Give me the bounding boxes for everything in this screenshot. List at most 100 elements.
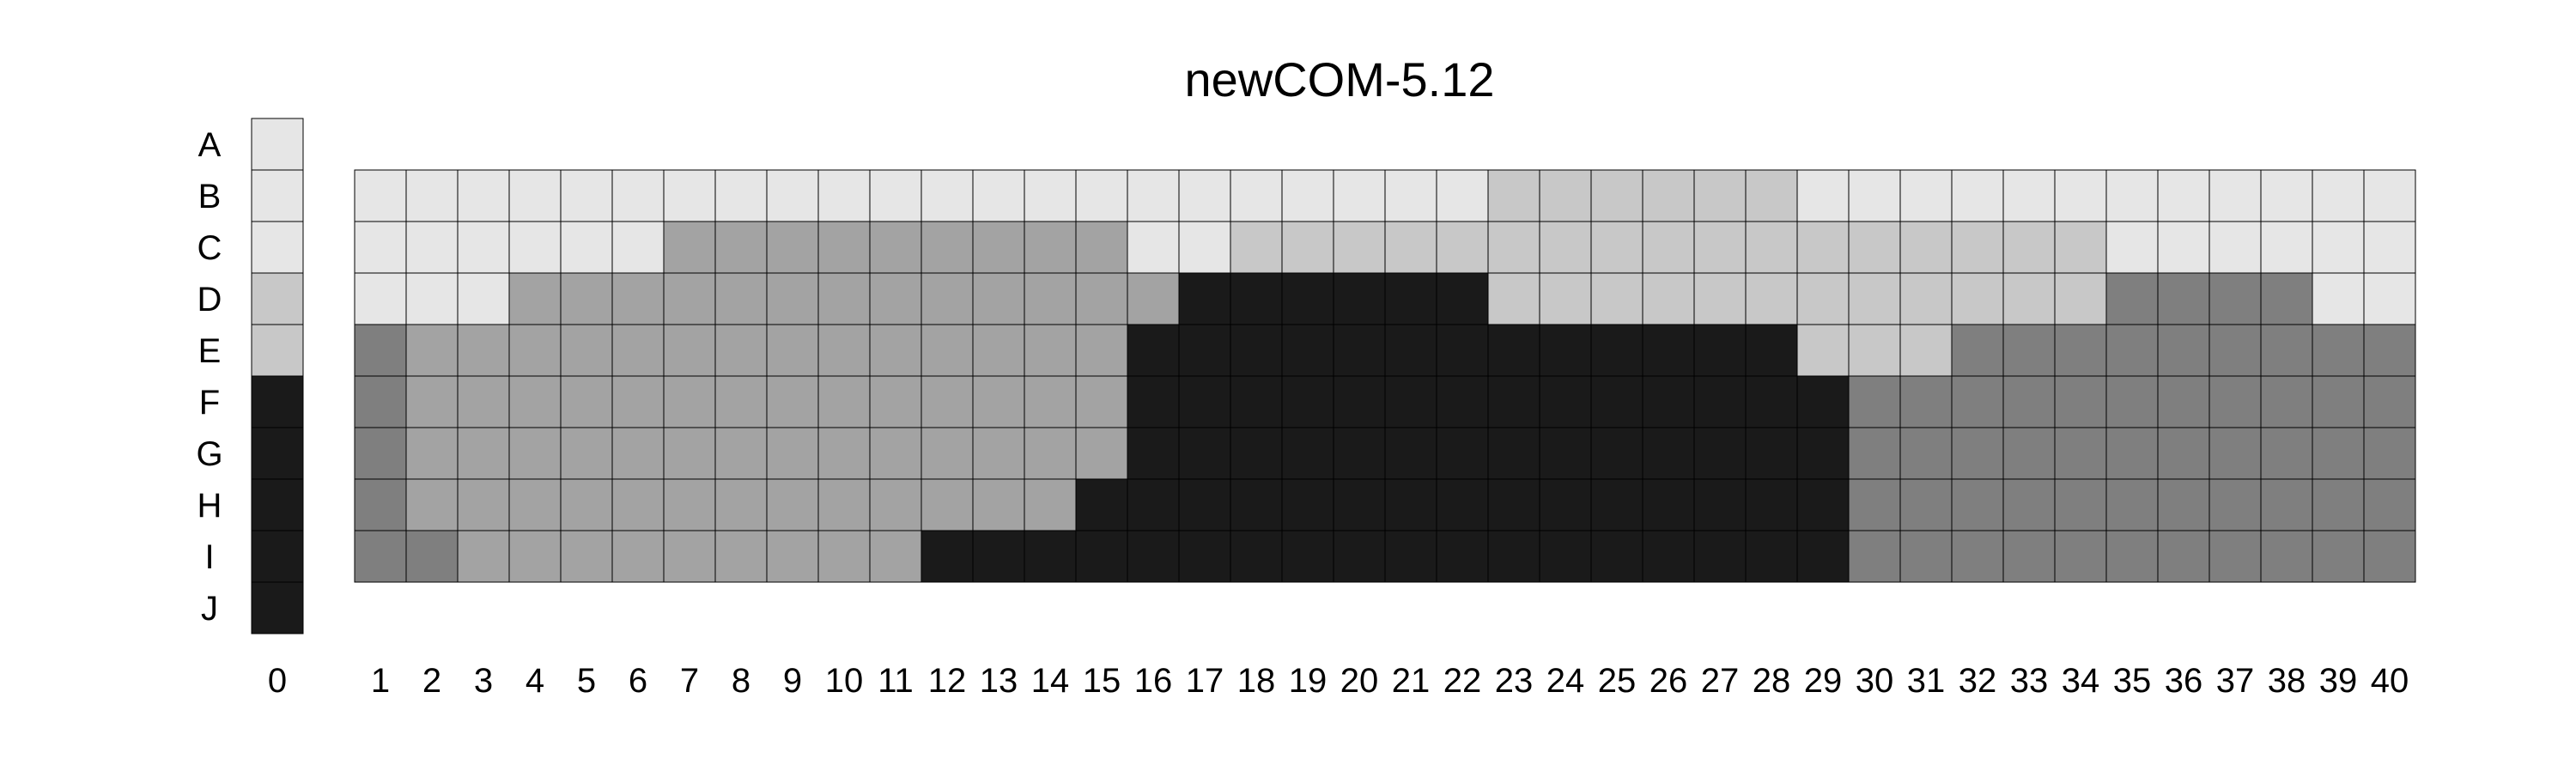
cell-I-33 [2002, 530, 2056, 583]
cell-H-13 [972, 478, 1025, 531]
cell-E-9 [766, 324, 819, 377]
cell-B-34 [2054, 169, 2107, 222]
cell-I-39 [2312, 530, 2365, 583]
cell-D-1 [354, 272, 407, 325]
cell-E-17 [1178, 324, 1231, 377]
cell-I-12 [920, 530, 974, 583]
column-label-38: 38 [2268, 662, 2306, 700]
cell-D-10 [817, 272, 871, 325]
cell-H-19 [1281, 478, 1334, 531]
cell-H-16 [1127, 478, 1180, 531]
column-label-21: 21 [1392, 662, 1431, 700]
cell-G-35 [2105, 427, 2159, 480]
cell-B-35 [2105, 169, 2159, 222]
cell-G-19 [1281, 427, 1334, 480]
cell-D-12 [920, 272, 974, 325]
cell-D-36 [2157, 272, 2210, 325]
cell-F-31 [1899, 375, 1953, 428]
row-label-A: A [198, 126, 222, 164]
cell-I-25 [1590, 530, 1643, 583]
key-cell-D [251, 272, 304, 325]
cell-H-40 [2363, 478, 2416, 531]
cell-F-23 [1487, 375, 1540, 428]
cell-F-11 [869, 375, 922, 428]
cell-G-38 [2260, 427, 2313, 480]
cell-B-20 [1333, 169, 1386, 222]
cell-H-23 [1487, 478, 1540, 531]
column-label-11: 11 [878, 662, 914, 700]
cell-G-13 [972, 427, 1025, 480]
cell-H-4 [508, 478, 562, 531]
column-label-39: 39 [2319, 662, 2358, 700]
cell-F-3 [457, 375, 510, 428]
cell-F-19 [1281, 375, 1334, 428]
cell-D-4 [508, 272, 562, 325]
cell-F-37 [2208, 375, 2262, 428]
cell-D-8 [714, 272, 768, 325]
key-cell-B [251, 169, 304, 222]
cell-H-6 [611, 478, 665, 531]
cell-G-1 [354, 427, 407, 480]
cell-G-24 [1539, 427, 1592, 480]
cell-I-20 [1333, 530, 1386, 583]
cell-C-30 [1848, 221, 1901, 274]
cell-G-4 [508, 427, 562, 480]
cell-B-36 [2157, 169, 2210, 222]
row-label-J: J [201, 590, 218, 628]
cell-E-36 [2157, 324, 2210, 377]
cell-E-15 [1075, 324, 1128, 377]
column-labels: 0 1 2 3 4 5 6 7 8 9 10 11 12 13 14 15 16 17 18 19 20 21 22 23 24… [268, 662, 2409, 700]
cell-C-26 [1642, 221, 1695, 274]
cell-C-29 [1796, 221, 1850, 274]
column-label-30: 30 [1856, 662, 1894, 700]
key-cell-C [251, 221, 304, 274]
row-label-E: E [198, 332, 222, 370]
cell-D-40 [2363, 272, 2416, 325]
column-label-17: 17 [1186, 662, 1224, 700]
cell-E-31 [1899, 324, 1953, 377]
cell-F-18 [1230, 375, 1283, 428]
cell-E-14 [1024, 324, 1077, 377]
column-label-0: 0 [268, 662, 287, 700]
cell-B-7 [663, 169, 716, 222]
row-label-C: C [197, 229, 222, 267]
cell-B-29 [1796, 169, 1850, 222]
cell-B-15 [1075, 169, 1128, 222]
cell-B-11 [869, 169, 922, 222]
cell-F-6 [611, 375, 665, 428]
cell-I-13 [972, 530, 1025, 583]
cell-F-28 [1745, 375, 1798, 428]
cell-I-8 [714, 530, 768, 583]
cell-G-29 [1796, 427, 1850, 480]
row-label-I: I [204, 538, 214, 576]
cell-E-29 [1796, 324, 1850, 377]
cell-H-39 [2312, 478, 2365, 531]
cell-D-5 [560, 272, 613, 325]
cell-G-20 [1333, 427, 1386, 480]
cell-E-19 [1281, 324, 1334, 377]
column-label-8: 8 [732, 662, 750, 700]
column-label-27: 27 [1701, 662, 1740, 700]
cell-E-28 [1745, 324, 1798, 377]
cell-H-10 [817, 478, 871, 531]
cell-D-6 [611, 272, 665, 325]
cell-C-19 [1281, 221, 1334, 274]
cell-G-15 [1075, 427, 1128, 480]
cell-C-14 [1024, 221, 1077, 274]
cell-F-13 [972, 375, 1025, 428]
cell-D-38 [2260, 272, 2313, 325]
cell-H-21 [1384, 478, 1437, 531]
cell-C-28 [1745, 221, 1798, 274]
cell-E-7 [663, 324, 716, 377]
cell-H-8 [714, 478, 768, 531]
cell-B-19 [1281, 169, 1334, 222]
cell-I-3 [457, 530, 510, 583]
column-label-5: 5 [577, 662, 596, 700]
cell-D-19 [1281, 272, 1334, 325]
cell-I-1 [354, 530, 407, 583]
cell-D-15 [1075, 272, 1128, 325]
cell-B-22 [1436, 169, 1489, 222]
cell-I-5 [560, 530, 613, 583]
cell-F-29 [1796, 375, 1850, 428]
